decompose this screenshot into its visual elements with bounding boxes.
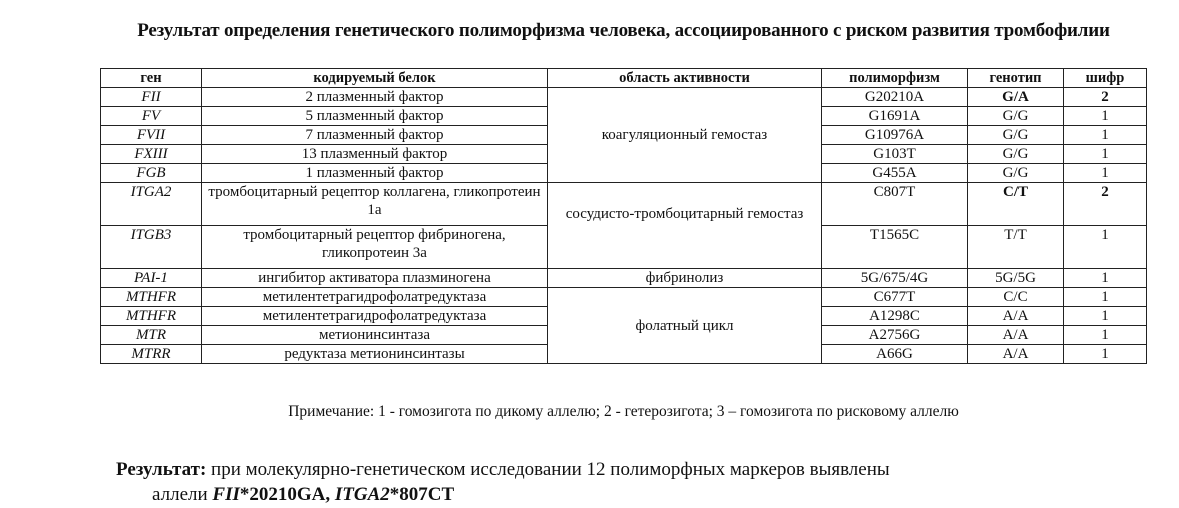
allele2-rest: *807CT xyxy=(389,484,455,505)
cell-code: 1 xyxy=(1063,125,1147,145)
cell-area: фибринолиз xyxy=(547,268,822,288)
result-paragraph: Результат: при молекулярно-генетическом … xyxy=(116,457,890,507)
allele1-gene: FII xyxy=(212,484,240,505)
header-code: шифр xyxy=(1063,68,1147,88)
cell-genotype: 5G/5G xyxy=(967,268,1064,288)
cell-genotype: G/A xyxy=(967,87,1064,107)
cell-gene: MTRR xyxy=(100,344,202,364)
cell-gene: PAI-1 xyxy=(100,268,202,288)
cell-genotype: G/G xyxy=(967,106,1064,126)
result-text: при молекулярно-генетическом исследовани… xyxy=(206,459,890,480)
table-row: FGB 1 плазменный фактор G455A G/G 1 xyxy=(100,163,1147,183)
allele1-rest: *20210GA, xyxy=(239,484,335,505)
table-row: MTRR редуктаза метионинсинтазы A66G A/A 1 xyxy=(100,344,1147,364)
header-area: область активности xyxy=(547,68,822,88)
cell-protein: 7 плазменный фактор xyxy=(201,125,548,145)
cell-polymorphism: 5G/675/4G xyxy=(821,268,968,288)
cell-genotype: G/G xyxy=(967,125,1064,145)
cell-gene: MTR xyxy=(100,325,202,345)
cell-gene: FGB xyxy=(100,163,202,183)
cell-polymorphism: C677T xyxy=(821,287,968,307)
cell-genotype: C/T xyxy=(967,182,1064,226)
cell-polymorphism: T1565C xyxy=(821,225,968,269)
cell-protein: 5 плазменный фактор xyxy=(201,106,548,126)
document-title: Результат определения генетического поли… xyxy=(137,20,1110,41)
cell-code: 1 xyxy=(1063,163,1147,183)
cell-genotype: A/A xyxy=(967,325,1064,345)
cell-protein: 1 плазменный фактор xyxy=(201,163,548,183)
cell-code: 1 xyxy=(1063,106,1147,126)
cell-code: 2 xyxy=(1063,182,1147,226)
cell-gene: FVII xyxy=(100,125,202,145)
cell-polymorphism: A2756G xyxy=(821,325,968,345)
cell-gene: FV xyxy=(100,106,202,126)
cell-polymorphism: G103T xyxy=(821,144,968,164)
cell-protein: метилентетрагидрофолатредуктаза xyxy=(201,287,548,307)
cell-area: коагуляционный гемостаз xyxy=(547,87,822,183)
table-row: FII 2 плазменный фактор коагуляционный гем… xyxy=(100,87,1147,183)
cell-gene: FXIII xyxy=(100,144,202,164)
cell-protein: тромбоцитарный рецептор фибриногена, гли… xyxy=(201,225,548,269)
cell-gene: MTHFR xyxy=(100,287,202,307)
table-row: MTR метионинсинтаза A2756G A/A 1 xyxy=(100,325,1147,345)
table-row: ITGA2 тромбоцитарный рецептор коллагена, … xyxy=(100,182,1147,269)
cell-code: 1 xyxy=(1063,225,1147,269)
allele2-gene: ITGA2 xyxy=(334,484,390,505)
genotype-table: ген кодируемый белок область активности … xyxy=(100,68,1147,364)
cell-protein: 2 плазменный фактор xyxy=(201,87,548,107)
cell-code: 2 xyxy=(1063,87,1147,107)
cell-protein: метионинсинтаза xyxy=(201,325,548,345)
cell-code: 1 xyxy=(1063,306,1147,326)
cell-genotype: C/C xyxy=(967,287,1064,307)
cell-genotype: G/G xyxy=(967,144,1064,164)
header-gene: ген xyxy=(100,68,202,88)
cell-polymorphism: G10976A xyxy=(821,125,968,145)
cell-genotype: G/G xyxy=(967,163,1064,183)
cell-code: 1 xyxy=(1063,144,1147,164)
header-genotype: генотип xyxy=(967,68,1064,88)
result-label: Результат: xyxy=(116,459,207,480)
cell-code: 1 xyxy=(1063,325,1147,345)
cell-code: 1 xyxy=(1063,268,1147,288)
cell-gene: MTHFR xyxy=(100,306,202,326)
cell-polymorphism: G455A xyxy=(821,163,968,183)
cell-polymorphism: A1298C xyxy=(821,306,968,326)
table-header-row: ген кодируемый белок область активности … xyxy=(100,68,1147,88)
cell-polymorphism: A66G xyxy=(821,344,968,364)
cell-gene: FII xyxy=(100,87,202,107)
result-line2-prefix: аллели xyxy=(152,484,213,505)
cell-code: 1 xyxy=(1063,287,1147,307)
header-polymorphism: полиморфизм xyxy=(821,68,968,88)
cell-area: сосудисто-тромбоцитарный гемостаз xyxy=(547,182,822,269)
header-protein: кодируемый белок xyxy=(201,68,548,88)
cell-genotype: A/A xyxy=(967,344,1064,364)
cell-polymorphism: G20210A xyxy=(821,87,968,107)
cell-protein: тромбоцитарный рецептор коллагена, глико… xyxy=(201,182,548,226)
cell-protein: редуктаза метионинсинтазы xyxy=(201,344,548,364)
table-row: MTHFR метилентетрагидрофолатредуктаза фола… xyxy=(100,287,1147,364)
cell-genotype: T/T xyxy=(967,225,1064,269)
cell-protein: ингибитор активатора плазминогена xyxy=(201,268,548,288)
cell-genotype: A/A xyxy=(967,306,1064,326)
cell-gene: ITGA2 xyxy=(100,182,202,226)
cell-protein: 13 плазменный фактор xyxy=(201,144,548,164)
table-note: Примечание: 1 - гомозигота по дикому алл… xyxy=(288,403,959,420)
cell-polymorphism: C807T xyxy=(821,182,968,226)
cell-protein: метилентетрагидрофолатредуктаза xyxy=(201,306,548,326)
cell-code: 1 xyxy=(1063,344,1147,364)
cell-polymorphism: G1691A xyxy=(821,106,968,126)
cell-gene: ITGB3 xyxy=(100,225,202,269)
cell-area: фолатный цикл xyxy=(547,287,822,364)
table-row: PAI-1 ингибитор активатора плазминогена фи… xyxy=(100,268,1147,288)
